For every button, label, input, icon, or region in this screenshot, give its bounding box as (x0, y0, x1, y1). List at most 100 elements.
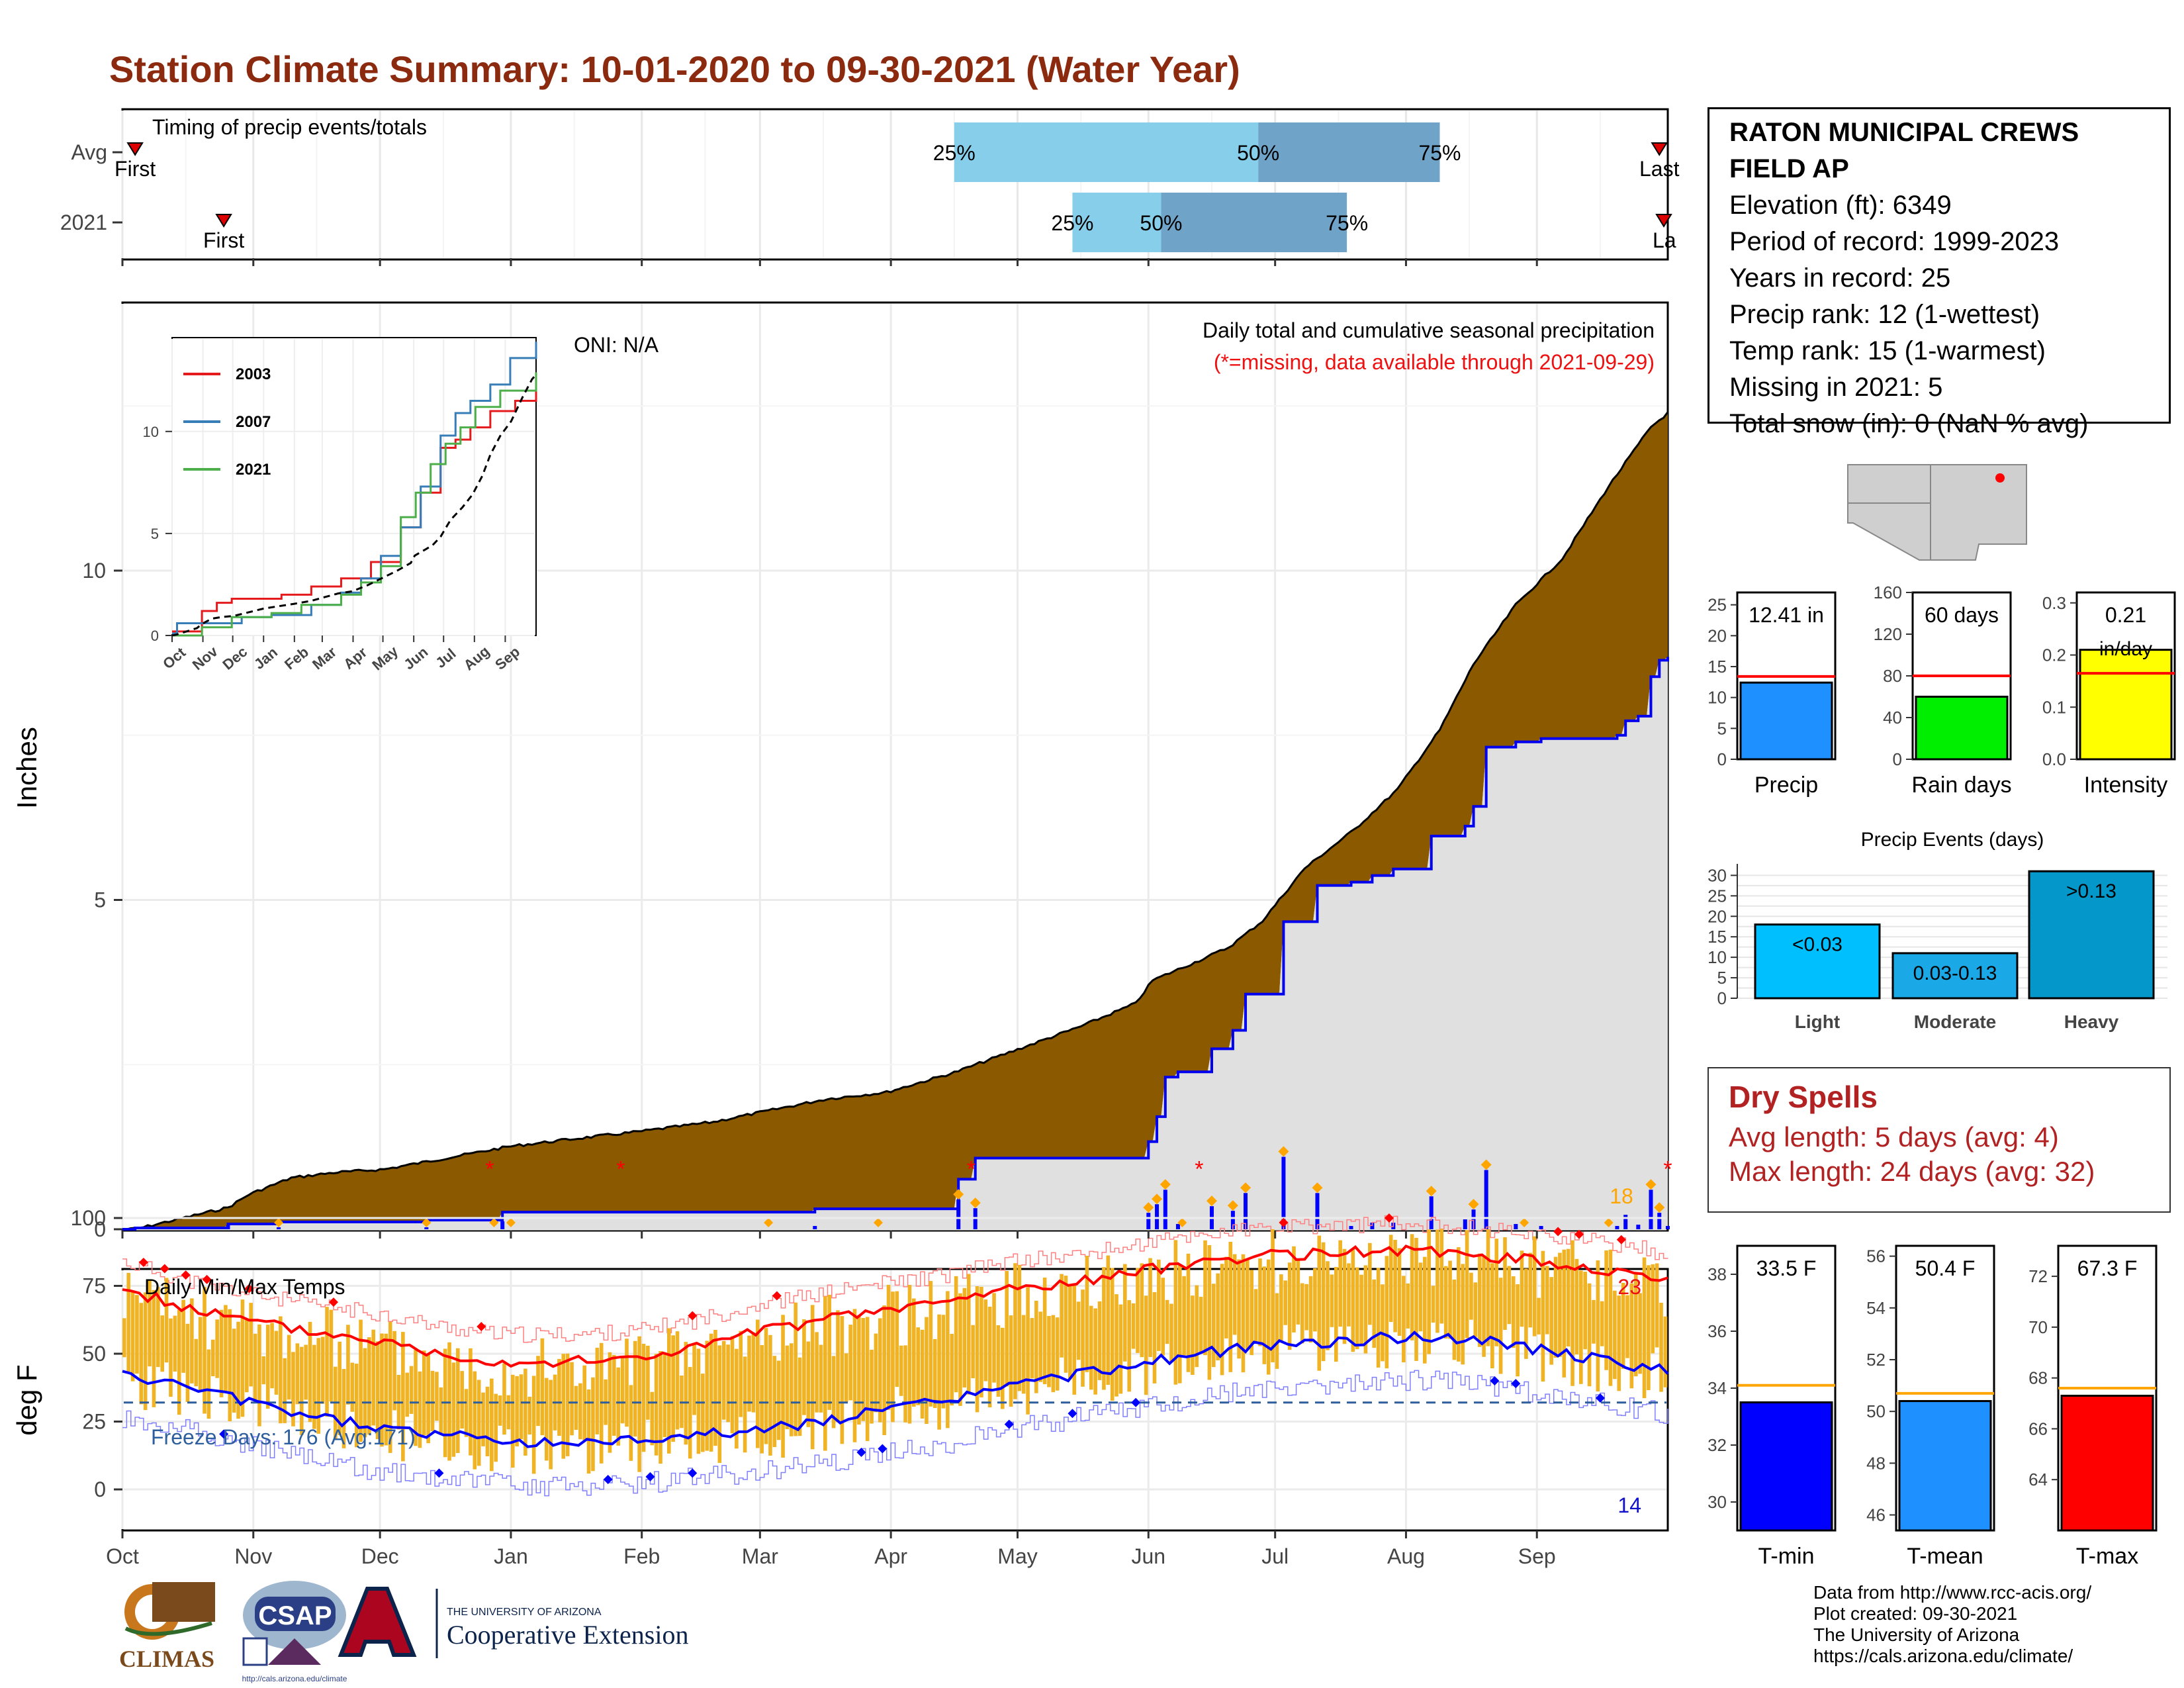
daily-temp-bar (557, 1358, 561, 1436)
daily-temp-bar (139, 1303, 144, 1405)
dry-spells-avg: Avg length: 5 days (avg: 4) (1729, 1121, 2059, 1152)
daily-temp-bar (629, 1385, 633, 1461)
daily-temp-bar (1625, 1295, 1629, 1358)
daily-temp-bar (1220, 1264, 1224, 1376)
daily-temp-bar (1461, 1264, 1465, 1365)
daily-temp-bar (164, 1278, 169, 1363)
daily-temp-bar (1520, 1250, 1524, 1327)
daily-temp-bar (929, 1281, 933, 1407)
daily-temp-bar (1060, 1274, 1064, 1358)
daily-temp-bar (870, 1350, 874, 1424)
inset-ytick-label: 5 (151, 526, 159, 542)
heavy-event-marker (1143, 1202, 1154, 1213)
daily-temp-bar (363, 1348, 367, 1438)
daily-temp-bar (1397, 1248, 1402, 1336)
precip-panel: 0 5 10 * * * * * Daily total and cumulative sea… (11, 301, 1672, 1241)
heavy-event-marker (1468, 1199, 1479, 1210)
daily-temp-bar (1140, 1263, 1144, 1358)
daily-temp-bar (405, 1372, 410, 1417)
daily-temp-bar (886, 1284, 891, 1410)
record-high-marker (1616, 1235, 1626, 1244)
station-period: Period of record: 1999-2023 (1729, 227, 2060, 256)
rain-days-ytick-label: 120 (1874, 624, 1902, 644)
daily-temp-bar (1583, 1272, 1588, 1350)
daily-temp-bar (1283, 1280, 1288, 1325)
events-ytick-label: 20 (1707, 906, 1727, 926)
precip-missing-note: (*=missing, data available through 2021-… (1214, 350, 1655, 374)
daily-temp-bar (1177, 1264, 1182, 1383)
page-title: Station Climate Summary: 10-01-2020 to 0… (109, 48, 1240, 90)
daily-temp-bar (299, 1346, 304, 1435)
daily-temp-bar (265, 1325, 270, 1409)
record-high-marker (772, 1291, 782, 1301)
daily-temp-bar (696, 1348, 701, 1454)
intensity-ytick-label: 0.1 (2042, 697, 2066, 717)
tmax-value-label: 67.3 F (2077, 1256, 2138, 1280)
daily-precip-bar (1649, 1190, 1653, 1229)
daily-temp-bar (194, 1338, 199, 1387)
daily-temp-bar (1005, 1270, 1009, 1387)
precip-total-ytick-label: 20 (1707, 626, 1727, 645)
daily-temp-bar (1587, 1283, 1592, 1387)
daily-precip-bar (1349, 1226, 1353, 1229)
daily-temp-bar (620, 1357, 625, 1424)
daily-temp-bar (329, 1309, 334, 1402)
daily-temp-bar (692, 1344, 696, 1415)
daily-temp-bar (1123, 1264, 1127, 1362)
daily-temp-bar (388, 1321, 392, 1453)
timing-pct-label: 50% (1237, 141, 1279, 165)
daily-temp-bar (1148, 1258, 1152, 1357)
daily-temp-bar (925, 1317, 929, 1425)
month-label: Jul (1261, 1544, 1289, 1568)
daily-temp-bar (1118, 1304, 1123, 1394)
tmean-ytick-label: 48 (1866, 1453, 1886, 1473)
daily-temp-bar (1503, 1237, 1507, 1330)
daily-temp-bar (671, 1335, 675, 1442)
daily-temp-bar (1596, 1260, 1600, 1392)
daily-temp-bar (612, 1354, 616, 1436)
daily-temp-bar (1055, 1317, 1060, 1391)
daily-temp-bar (392, 1331, 396, 1411)
event-marker (1604, 1218, 1614, 1228)
daily-temp-bar (245, 1319, 249, 1393)
daily-temp-bar (1275, 1293, 1279, 1369)
daily-temp-bar (1009, 1315, 1013, 1407)
cumulative-common-area (122, 657, 1668, 1229)
daily-temp-bar (776, 1360, 781, 1440)
timing-pct-label: 75% (1326, 211, 1368, 235)
events-ytick-label: 25 (1707, 886, 1727, 906)
daily-temp-bar (637, 1336, 641, 1472)
precip-total-ytick-label: 5 (1717, 718, 1727, 738)
daily-temp-bar (1439, 1229, 1444, 1324)
daily-temp-bar (1381, 1284, 1385, 1362)
daily-temp-bar (439, 1387, 443, 1435)
daily-temp-bar (1169, 1303, 1173, 1362)
first-marker-2021 (215, 214, 232, 228)
events-title: Precip Events (days) (1861, 829, 2044, 851)
event-category-label: Light (1795, 1011, 1840, 1032)
events-ytick-label: 10 (1707, 947, 1727, 967)
precip-ytick-label: 10 (82, 559, 106, 583)
daily-temp-bar (1385, 1256, 1389, 1369)
tmax-ytick-label: 68 (2028, 1368, 2048, 1388)
daily-precip-bar (813, 1226, 817, 1229)
daily-temp-bar (675, 1331, 680, 1430)
daily-temp-bar (743, 1356, 747, 1453)
daily-temp-bar (797, 1357, 802, 1436)
daily-temp-bar (1064, 1276, 1068, 1373)
event-category-label: Heavy (2064, 1011, 2119, 1032)
daily-temp-bar (1081, 1289, 1085, 1387)
daily-temp-bar (1296, 1260, 1300, 1325)
daily-temp-bar (1266, 1259, 1271, 1375)
daily-temp-bar (519, 1374, 523, 1440)
rain-days-xlabel: Rain days (1911, 773, 2011, 798)
temp-ytick-label: 50 (82, 1342, 106, 1366)
daily-temp-bar (1342, 1248, 1347, 1344)
daily-temp-bar (1372, 1279, 1377, 1348)
daily-temp-bar (215, 1319, 219, 1378)
heavy-event-marker (1227, 1200, 1238, 1211)
timing-row-label: Avg (71, 140, 107, 164)
daily-temp-bar (946, 1291, 950, 1429)
daily-temp-bar (1663, 1316, 1668, 1387)
